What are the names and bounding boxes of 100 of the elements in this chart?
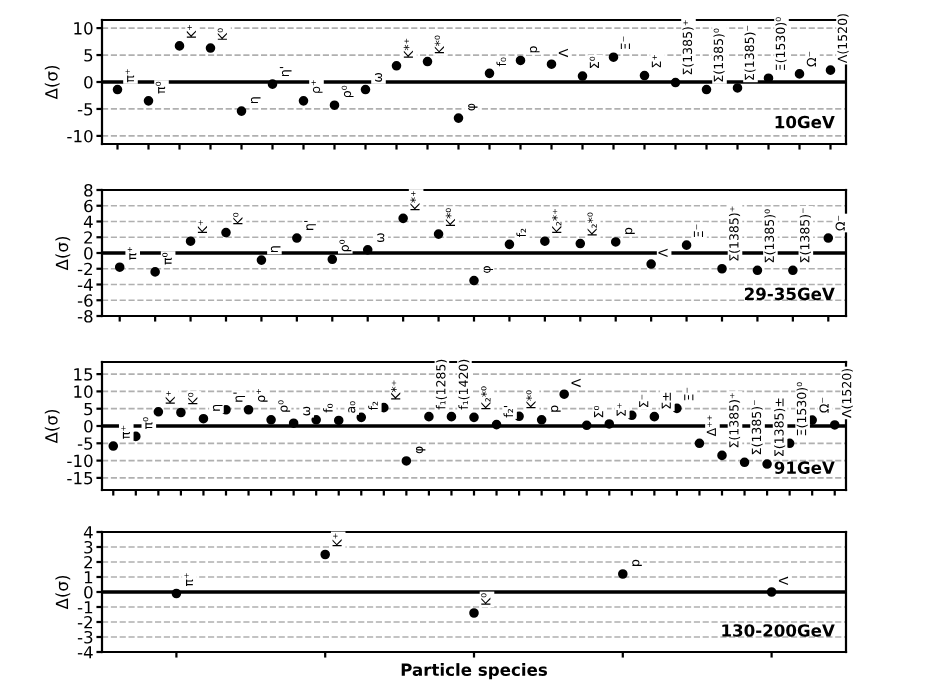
point [356,412,367,423]
point [185,236,196,246]
y-tick-label: -4 [77,278,93,291]
y-tick-label: -5 [77,103,93,116]
point [236,106,247,116]
y-tick-label: 15 [74,368,93,381]
point [701,84,712,95]
point [469,275,479,286]
y-tick-label: 1 [84,571,93,584]
point [546,59,557,69]
point [198,413,209,424]
y-tick-label: 6 [84,199,93,213]
y-axis-title: Δ(σ) [44,65,60,100]
y-axis-title: Δ(σ) [55,236,71,271]
point [176,407,186,418]
point [540,236,550,246]
point [681,240,692,250]
point [618,569,628,579]
point [422,56,433,67]
y-tick-label: 0 [84,246,93,260]
point [829,420,840,430]
y-tick-label: -15 [67,472,93,485]
y-tick-label: 0 [84,585,93,599]
point [639,70,650,81]
point [649,411,660,422]
point [694,438,705,449]
y-tick-label: -1 [77,601,93,614]
point [398,213,408,224]
annotation: 10GeV [775,115,835,129]
point [794,69,805,79]
point [823,233,834,243]
point [433,229,444,239]
y-tick-label: 2 [84,555,92,569]
x-axis-title: Particle species [401,663,547,680]
point [469,412,479,423]
y-tick-label: 5 [84,402,93,416]
y-tick-label: -10 [67,129,93,143]
point [267,79,278,89]
y-tick-label: -10 [67,454,93,468]
point [329,100,340,110]
point [825,65,836,75]
point [327,254,338,265]
point [446,411,457,422]
point [608,52,619,62]
point [171,588,182,599]
point [108,441,119,451]
point [320,549,330,560]
point [670,77,681,88]
annotation: 91GeV [774,461,835,474]
point [221,227,231,238]
y-tick-label: 0 [84,75,93,89]
point [559,389,569,399]
point [292,233,302,243]
y-tick-label: 4 [83,526,93,539]
point [762,459,772,469]
point [311,414,321,425]
point [732,83,743,93]
y-axis-title: Δ(σ) [55,575,71,610]
point [536,414,547,425]
y-tick-label: 3 [84,540,93,554]
point [469,608,479,618]
point [288,418,299,429]
point [581,420,592,431]
point [491,419,502,430]
point [504,239,515,250]
y-tick-label: -2 [77,615,92,629]
point [577,71,588,81]
point [112,84,123,95]
y-tick-label: 5 [84,49,93,62]
y-tick-label: 4 [83,215,93,228]
y-tick-label: 10 [74,22,93,35]
point [298,96,309,106]
point [266,414,276,425]
point [360,84,371,95]
point [333,415,344,426]
y-tick-label: -2 [77,262,92,276]
point [391,61,402,71]
point [739,457,750,468]
y-tick-label: 10 [74,385,93,398]
point [243,404,254,415]
annotation: 130-200GeV [722,624,835,637]
point [362,245,373,255]
point [174,41,185,51]
point [150,267,160,277]
point [401,456,412,466]
point [205,43,216,53]
point [788,265,798,276]
point [766,587,777,597]
y-tick-label: -6 [77,294,93,307]
point [752,265,763,276]
y-tick-label: -4 [77,646,93,659]
y-tick-label: 0 [84,419,93,433]
point [424,411,434,422]
y-tick-label: 8 [84,183,93,197]
point [717,450,727,461]
y-tick-label: -5 [77,437,93,450]
y-tick-label: 2 [84,231,92,244]
point [604,419,615,429]
point [575,238,586,249]
point [515,55,526,66]
